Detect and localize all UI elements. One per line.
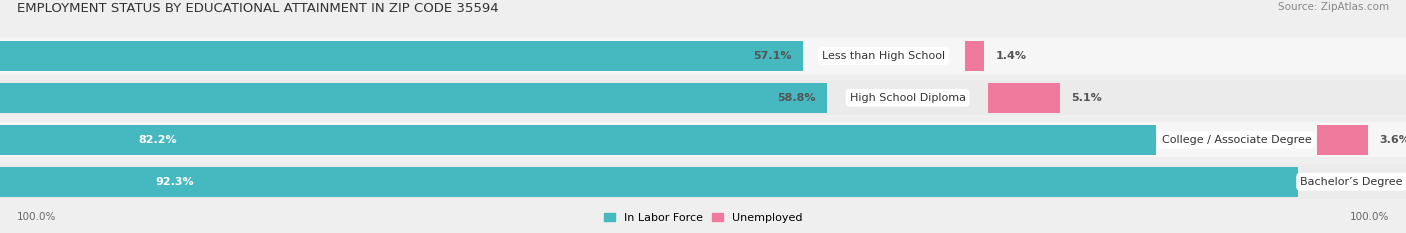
Bar xyxy=(0,83,827,113)
Text: 3.6%: 3.6% xyxy=(1379,135,1406,145)
Text: 58.8%: 58.8% xyxy=(778,93,815,103)
Text: 57.1%: 57.1% xyxy=(754,51,792,61)
Text: Less than High School: Less than High School xyxy=(823,51,945,61)
Text: 92.3%: 92.3% xyxy=(156,177,194,187)
Legend: In Labor Force, Unemployed: In Labor Force, Unemployed xyxy=(599,209,807,227)
Bar xyxy=(1317,125,1368,155)
Bar xyxy=(0,122,1406,158)
Text: College / Associate Degree: College / Associate Degree xyxy=(1161,135,1312,145)
Text: 82.2%: 82.2% xyxy=(139,135,177,145)
Text: 5.1%: 5.1% xyxy=(1071,93,1102,103)
Bar xyxy=(965,41,984,71)
Bar xyxy=(0,38,1406,74)
Bar xyxy=(0,41,803,71)
Bar xyxy=(0,164,1406,199)
Bar xyxy=(0,125,1156,155)
Bar xyxy=(0,80,1406,116)
Bar xyxy=(988,83,1060,113)
Text: 100.0%: 100.0% xyxy=(1350,212,1389,222)
Text: Bachelor’s Degree or higher: Bachelor’s Degree or higher xyxy=(1301,177,1406,187)
Bar xyxy=(0,167,1298,197)
Text: 100.0%: 100.0% xyxy=(17,212,56,222)
Text: High School Diploma: High School Diploma xyxy=(849,93,966,103)
Text: EMPLOYMENT STATUS BY EDUCATIONAL ATTAINMENT IN ZIP CODE 35594: EMPLOYMENT STATUS BY EDUCATIONAL ATTAINM… xyxy=(17,2,499,15)
Text: 1.4%: 1.4% xyxy=(995,51,1026,61)
Text: Source: ZipAtlas.com: Source: ZipAtlas.com xyxy=(1278,2,1389,12)
